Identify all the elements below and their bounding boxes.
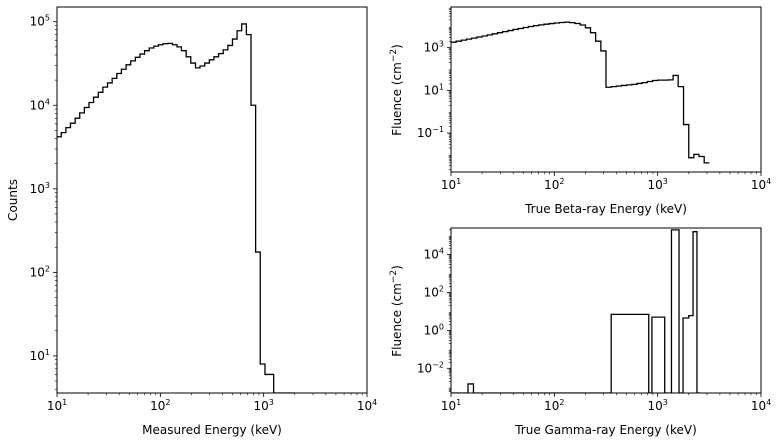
gamma-series-line <box>451 229 701 393</box>
beta-x-tick-label: 104 <box>751 177 771 192</box>
beta-fluence-chart: True Beta-ray Energy (keV) Fluence (cm−2… <box>389 6 771 216</box>
gamma-plot-frame <box>450 227 762 394</box>
beta-y-label-sup: −2 <box>389 49 399 62</box>
beta-y-tick-label: 101 <box>424 82 444 97</box>
beta-x-label: True Beta-ray Energy (keV) <box>524 202 687 216</box>
counts-y-label: Counts <box>6 179 20 221</box>
counts-x-tick-label: 101 <box>47 398 67 413</box>
gamma-x-tick-label: 103 <box>647 398 667 413</box>
beta-y-label: Fluence (cm−2) <box>389 44 404 136</box>
beta-x-tick-label: 101 <box>441 177 461 192</box>
beta-y-tick-label: 10−1 <box>417 125 444 140</box>
counts-plot-frame <box>56 6 368 394</box>
counts-x-tick-label: 102 <box>150 398 170 413</box>
beta-y-label-main: Fluence (cm <box>390 62 404 136</box>
counts-y-tick-label: 104 <box>30 97 50 112</box>
gamma-x-tick-label: 101 <box>441 398 461 413</box>
gamma-y-label-main: Fluence (cm <box>390 283 404 357</box>
gamma-y-tick-label: 100 <box>424 322 444 337</box>
beta-series-line <box>451 21 710 164</box>
counts-x-label: Measured Energy (keV) <box>142 423 282 437</box>
gamma-y-label-sup: −2 <box>389 270 399 283</box>
counts-y-tick-label: 102 <box>30 264 50 279</box>
gamma-y-tick-label: 10−2 <box>417 360 444 375</box>
counts-x-tick-label: 103 <box>253 398 273 413</box>
gamma-x-tick-label: 102 <box>544 398 564 413</box>
counts-y-tick-label: 105 <box>30 14 50 29</box>
counts-chart: Measured Energy (keV) Counts 101 102 103 10… <box>6 6 377 437</box>
gamma-x-tick-label: 104 <box>751 398 771 413</box>
beta-x-tick-label: 103 <box>647 177 667 192</box>
gamma-y-tick-label: 102 <box>424 284 444 299</box>
gamma-y-tick-label: 104 <box>424 247 444 262</box>
counts-y-tick-label: 103 <box>30 181 50 196</box>
counts-series-line <box>57 23 295 393</box>
counts-x-tick-label: 104 <box>357 398 377 413</box>
gamma-y-label-end: ) <box>390 265 404 270</box>
beta-x-tick-label: 102 <box>544 177 564 192</box>
counts-y-tick-label: 101 <box>30 348 50 363</box>
gamma-x-label: True Gamma-ray Energy (keV) <box>514 423 697 437</box>
beta-plot-frame <box>450 6 762 173</box>
gamma-y-label: Fluence (cm−2) <box>389 265 404 357</box>
beta-y-tick-label: 103 <box>424 40 444 55</box>
beta-y-label-end: ) <box>390 44 404 49</box>
gamma-fluence-chart: True Gamma-ray Energy (keV) Fluence (cm−… <box>389 227 771 437</box>
